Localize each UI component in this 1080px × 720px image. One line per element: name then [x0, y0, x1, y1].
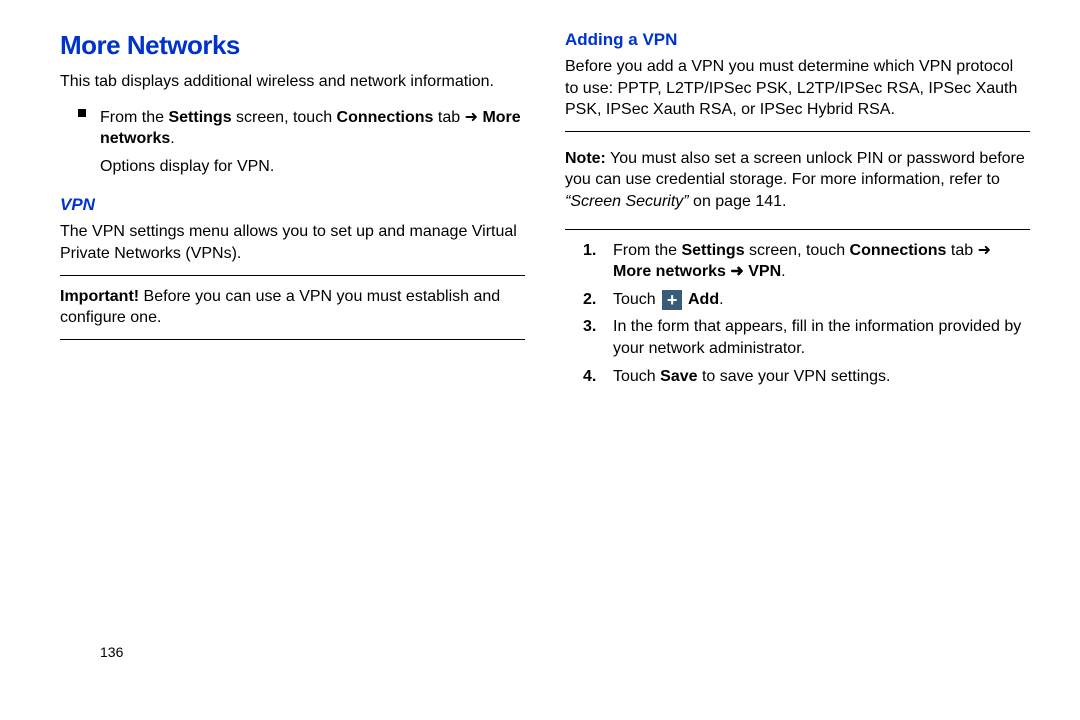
step-2: 2. Touch + Add.: [565, 289, 1030, 311]
left-column: More Networks This tab displays addition…: [60, 30, 525, 660]
step-4: 4. Touch Save to save your VPN settings.: [565, 366, 1030, 388]
important-note: Important! Before you can use a VPN you …: [60, 286, 525, 329]
text-fragment: screen, touch: [232, 109, 337, 126]
nav-instruction-text: From the Settings screen, touch Connecti…: [100, 107, 525, 178]
bullet-sub-text: Options display for VPN.: [100, 158, 274, 175]
note-body-text: You must also set a screen unlock PIN or…: [565, 150, 1025, 189]
arrow-icon: ➜: [726, 263, 748, 280]
subsection-title-vpn: VPN: [60, 195, 525, 215]
text-fragment: tab: [946, 242, 977, 259]
divider-line: [565, 131, 1030, 132]
text-fragment: From the: [100, 109, 168, 126]
text-fragment: From the: [613, 242, 681, 259]
bold-settings: Settings: [168, 109, 231, 126]
arrow-icon: ➜: [978, 242, 991, 259]
important-label: Important!: [60, 288, 139, 305]
text-fragment: .: [170, 130, 174, 147]
adding-vpn-description: Before you add a VPN you must determine …: [565, 56, 1030, 121]
step-number: 3.: [583, 316, 603, 338]
bold-vpn: VPN: [748, 263, 781, 280]
text-fragment: .: [781, 263, 785, 280]
note-label: Note:: [565, 150, 606, 167]
nav-instruction-bullet: From the Settings screen, touch Connecti…: [60, 103, 525, 182]
manual-page: More Networks This tab displays addition…: [0, 0, 1080, 680]
bold-settings: Settings: [681, 242, 744, 259]
text-fragment: Touch: [613, 291, 660, 308]
text-fragment: to save your VPN settings.: [698, 368, 891, 385]
step-number: 4.: [583, 366, 603, 388]
divider-line: [60, 339, 525, 340]
divider-line: [565, 229, 1030, 230]
note-block: Note: You must also set a screen unlock …: [565, 142, 1030, 219]
bold-more-networks: More networks: [613, 263, 726, 280]
step-text: From the Settings screen, touch Connecti…: [613, 240, 1030, 283]
bold-connections: Connections: [337, 109, 434, 126]
bold-connections: Connections: [850, 242, 947, 259]
step-text: In the form that appears, fill in the in…: [613, 316, 1030, 359]
step-text: Touch + Add.: [613, 289, 724, 311]
text-fragment: Touch: [613, 368, 660, 385]
note-reference: “Screen Security”: [565, 193, 689, 210]
vpn-description: The VPN settings menu allows you to set …: [60, 221, 525, 264]
step-3: 3. In the form that appears, fill in the…: [565, 316, 1030, 359]
section-title-more-networks: More Networks: [60, 30, 525, 61]
step-number: 1.: [583, 240, 603, 262]
bold-add: Add: [684, 291, 719, 308]
arrow-icon: ➜: [465, 109, 478, 126]
note-body-text: on page 141.: [689, 193, 787, 210]
steps-list: 1. From the Settings screen, touch Conne…: [565, 240, 1030, 388]
right-column: Adding a VPN Before you add a VPN you mu…: [565, 30, 1030, 660]
text-fragment: .: [719, 291, 723, 308]
text-fragment: screen, touch: [745, 242, 850, 259]
divider-line: [60, 275, 525, 276]
plus-icon: +: [662, 290, 682, 310]
step-text: Touch Save to save your VPN settings.: [613, 366, 891, 388]
bold-save: Save: [660, 368, 697, 385]
subsection-title-adding-vpn: Adding a VPN: [565, 30, 1030, 50]
page-number: 136: [100, 644, 123, 660]
text-fragment: tab: [433, 109, 464, 126]
intro-text: This tab displays additional wireless an…: [60, 71, 525, 93]
step-number: 2.: [583, 289, 603, 311]
step-1: 1. From the Settings screen, touch Conne…: [565, 240, 1030, 283]
square-bullet-icon: [78, 109, 86, 117]
